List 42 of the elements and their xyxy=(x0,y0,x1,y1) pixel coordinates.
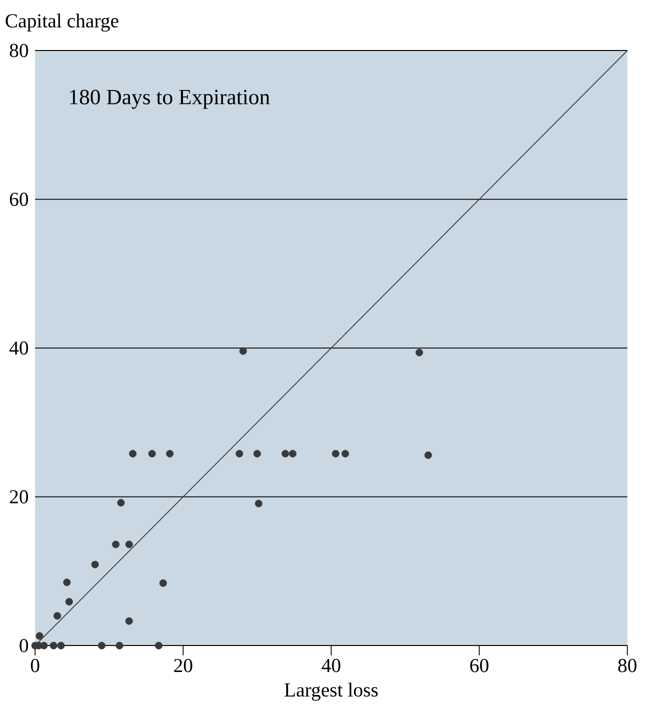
point xyxy=(148,450,156,458)
y-tick-label: 40 xyxy=(9,341,28,355)
y-tick-label: 20 xyxy=(10,490,28,504)
point xyxy=(236,450,244,458)
x-tick-label: 80 xyxy=(618,658,636,672)
point xyxy=(288,450,296,458)
y-axis-title: Capital charge xyxy=(6,14,118,32)
y-tick-label: 0 xyxy=(20,638,28,652)
point xyxy=(98,642,106,650)
point xyxy=(424,451,432,459)
y-tick-label: 60 xyxy=(10,192,28,206)
point xyxy=(332,450,340,458)
x-tick-label: 60 xyxy=(470,658,488,672)
x-tick-label: 40 xyxy=(322,658,340,672)
point xyxy=(65,598,73,606)
x-axis-title: Largest loss xyxy=(284,682,378,701)
point xyxy=(154,642,162,650)
x-tick-label: 0 xyxy=(30,658,40,672)
point xyxy=(125,617,133,625)
point xyxy=(57,642,65,650)
text: 180 Days to Expiration xyxy=(70,90,270,109)
point xyxy=(91,560,99,568)
point xyxy=(116,642,124,650)
point xyxy=(128,450,136,458)
y-tick-label: 80 xyxy=(10,44,28,58)
point xyxy=(117,499,125,507)
point xyxy=(239,347,247,355)
point xyxy=(112,540,120,548)
point xyxy=(253,450,261,458)
x-tick-label: 20 xyxy=(174,658,192,672)
point xyxy=(63,578,71,586)
point xyxy=(125,540,133,548)
point xyxy=(53,612,61,620)
point xyxy=(341,450,349,458)
point xyxy=(281,450,289,458)
point xyxy=(159,579,167,587)
point xyxy=(40,642,48,650)
point xyxy=(166,450,174,458)
point xyxy=(50,642,58,650)
point xyxy=(254,500,262,508)
point xyxy=(36,632,44,640)
point xyxy=(415,348,423,356)
